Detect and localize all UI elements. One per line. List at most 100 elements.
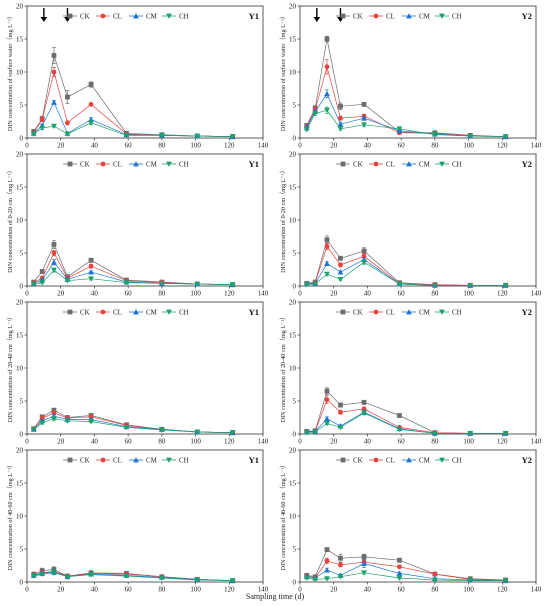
marker-triangle-up — [406, 457, 412, 463]
marker-triangle-down — [30, 426, 37, 433]
marker-circle — [65, 120, 70, 126]
marker-triangle-down — [51, 570, 57, 576]
legend-label-ch: CH — [452, 13, 462, 21]
marker-triangle-down — [361, 259, 367, 266]
marker-square — [340, 161, 346, 167]
legend-label-cl: CL — [386, 457, 395, 465]
y-tick-label: 5 — [293, 250, 297, 258]
x-tick-label: 100 — [190, 586, 201, 594]
marker-triangle-up — [406, 309, 412, 315]
series-ck — [31, 407, 236, 436]
y-tick-label: 15 — [16, 36, 24, 44]
y-tick-label: 0 — [20, 431, 24, 439]
x-tick-label: 100 — [463, 142, 474, 150]
marker-triangle-down — [324, 107, 330, 114]
y-tick-label: 10 — [289, 69, 297, 77]
series-ck — [304, 235, 509, 288]
y-tick-label: 5 — [20, 102, 24, 110]
marker-triangle-down — [467, 578, 474, 584]
marker-triangle-up — [51, 99, 57, 105]
marker-triangle-down — [88, 120, 94, 126]
series-ck — [304, 36, 509, 140]
panel-label: Y2 — [522, 159, 532, 169]
marker-triangle-up — [337, 121, 344, 127]
marker-circle — [100, 309, 106, 315]
marker-triangle-down — [30, 573, 37, 579]
legend-label-ck: CK — [353, 161, 363, 169]
x-tick-label: 80 — [431, 290, 439, 298]
y-tick-label: 10 — [16, 69, 24, 77]
series-ck — [31, 240, 236, 288]
marker-circle — [338, 115, 343, 121]
legend-label-ch: CH — [452, 161, 462, 169]
marker-triangle-down — [431, 430, 438, 437]
marker-square — [324, 36, 330, 42]
x-tick-label: 0 — [25, 142, 29, 150]
legend-label-cl: CL — [113, 309, 122, 317]
series-ck — [31, 47, 236, 140]
x-tick-label: 0 — [298, 586, 302, 594]
marker-square — [324, 237, 330, 243]
series-line — [33, 409, 233, 434]
plot-frame — [26, 5, 264, 139]
marker-triangle-down — [439, 161, 445, 167]
marker-circle — [373, 309, 379, 315]
legend-label-ck: CK — [353, 309, 363, 317]
marker-square — [338, 255, 343, 261]
legend-label-cm: CM — [146, 457, 158, 465]
legend-label-ck: CK — [80, 161, 90, 169]
x-tick-label: 140 — [531, 438, 542, 446]
panel-label: Y1 — [249, 307, 259, 317]
series-ch — [30, 267, 236, 288]
legend-label-cl: CL — [386, 13, 395, 21]
series-cl — [304, 59, 509, 140]
x-tick-label: 20 — [57, 290, 65, 298]
marker-square — [88, 257, 94, 263]
x-tick-label: 60 — [398, 142, 406, 150]
series-line — [306, 38, 506, 138]
y-tick-label: 0 — [293, 283, 297, 291]
marker-triangle-down — [64, 131, 71, 137]
y-tick-label: 15 — [289, 184, 297, 192]
x-tick-label: 100 — [190, 142, 201, 150]
marker-circle — [39, 117, 45, 122]
x-tick-label: 140 — [531, 290, 542, 298]
marker-square — [340, 457, 346, 463]
legend-label-ck: CK — [353, 457, 363, 465]
legend-label-ch: CH — [179, 457, 189, 465]
marker-square — [67, 161, 73, 167]
marker-triangle-down — [431, 577, 438, 583]
marker-triangle-down — [194, 429, 201, 435]
marker-triangle-up — [406, 161, 412, 167]
marker-square — [361, 248, 367, 254]
y-tick-label: 0 — [293, 135, 297, 143]
marker-circle — [100, 13, 106, 19]
marker-triangle-down — [88, 419, 94, 425]
marker-circle — [373, 161, 379, 167]
y-tick-label: 15 — [289, 332, 297, 340]
x-tick-label: 20 — [57, 142, 65, 150]
legend-label-cl: CL — [386, 161, 395, 169]
legend-label-ck: CK — [353, 13, 363, 21]
x-tick-label: 0 — [298, 142, 302, 150]
marker-circle — [373, 457, 379, 463]
y-tick-label: 20 — [16, 447, 24, 455]
fertilization-arrowhead — [313, 17, 321, 22]
marker-triangle-up — [361, 560, 367, 566]
x-tick-label: 100 — [463, 290, 474, 298]
marker-square — [361, 554, 367, 560]
marker-square — [338, 103, 343, 109]
marker-square — [65, 94, 70, 100]
x-tick-label: 40 — [91, 290, 99, 298]
marker-triangle-down — [51, 416, 57, 422]
plot-frame — [299, 449, 537, 583]
y-tick-label: 0 — [293, 431, 297, 439]
y-tick-label: 20 — [289, 447, 297, 455]
marker-square — [67, 457, 73, 463]
marker-triangle-down — [337, 277, 344, 283]
marker-circle — [88, 263, 94, 269]
marker-square — [39, 269, 45, 274]
